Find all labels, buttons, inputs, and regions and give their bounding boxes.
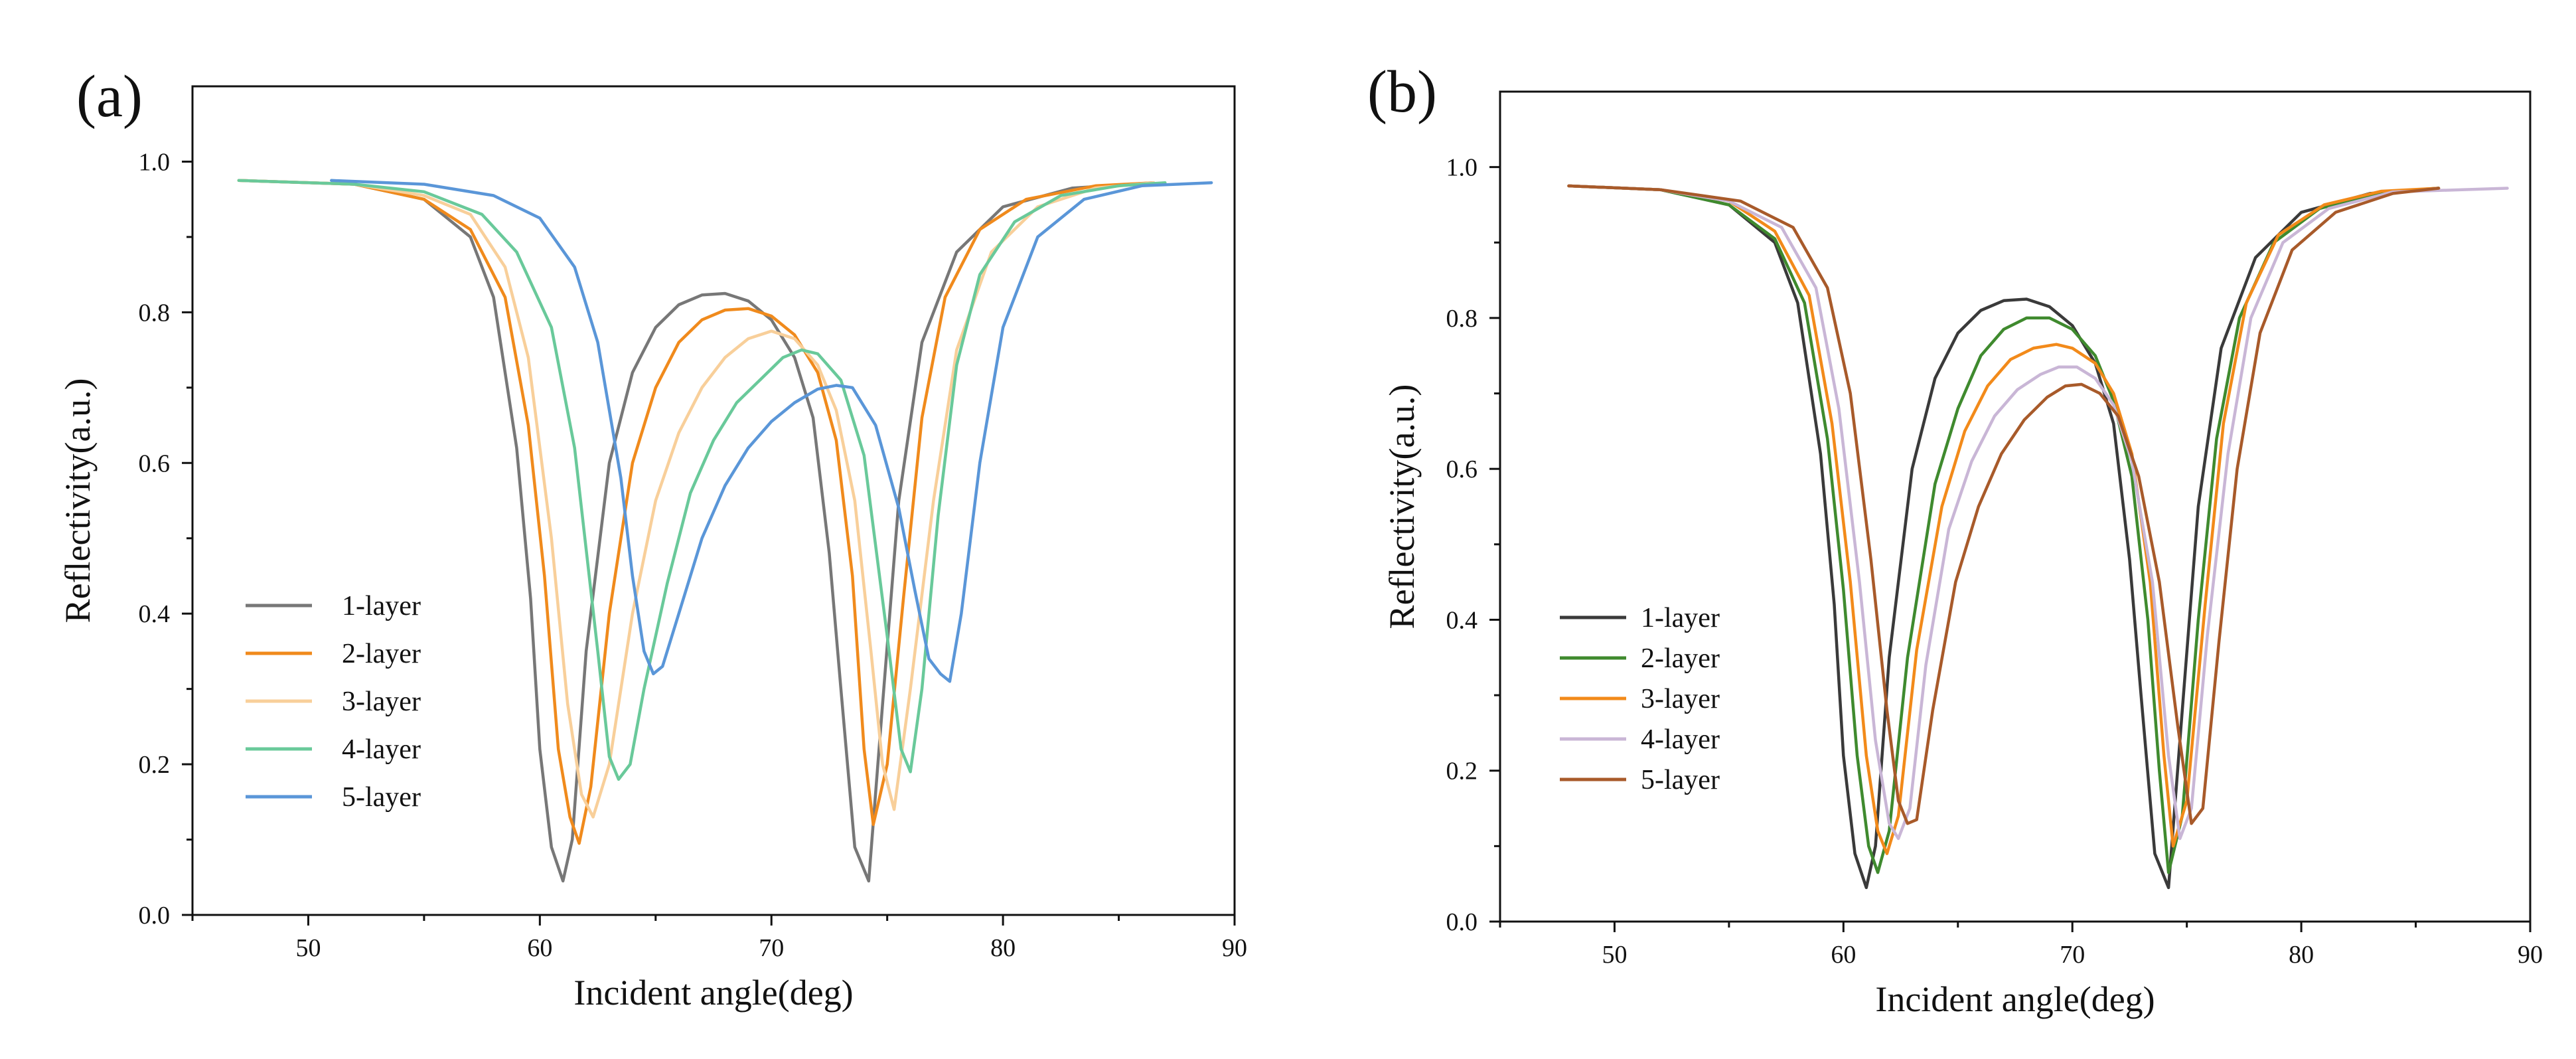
series-line-1-layer <box>1567 184 2441 890</box>
y-tick-label: 0.6 <box>1446 455 1478 483</box>
series-line-3-layer <box>1567 184 2441 855</box>
legend-label: 4-layer <box>1641 724 1720 755</box>
x-axis-title: Incident angle(deg) <box>1875 979 2155 1019</box>
series-line-2-layer <box>1567 184 2441 874</box>
y-tick-label: 0.0 <box>139 902 171 930</box>
x-tick-label: 50 <box>1602 941 1627 969</box>
y-tick-label: 0.2 <box>139 751 171 779</box>
legend: 1-layer 2-layer 3-layer 4-layer 5-layer <box>246 591 421 813</box>
y-tick-label: 0.2 <box>1446 758 1478 785</box>
y-tick-label: 1.0 <box>139 148 171 176</box>
x-tick-label: 60 <box>527 934 552 962</box>
series-group <box>1567 184 2509 890</box>
series-group <box>237 179 1213 883</box>
series-line-4-layer <box>237 179 1167 781</box>
y-tick-label: 0.0 <box>1446 908 1478 936</box>
y-tick-label: 0.8 <box>1446 305 1478 333</box>
x-tick-label: 50 <box>295 934 321 962</box>
y-tick-label: 0.4 <box>1446 606 1478 634</box>
series-line-4-layer <box>1567 184 2509 841</box>
legend-label: 5-layer <box>342 782 421 813</box>
series-line-2-layer <box>237 179 1156 845</box>
y-tick-label: 0.8 <box>139 299 171 327</box>
legend-label: 4-layer <box>342 734 421 765</box>
x-tick-label: 80 <box>2289 941 2314 969</box>
x-tick-label: 70 <box>759 934 784 962</box>
series-line-3-layer <box>237 179 1156 819</box>
panel-label: (b) <box>1367 59 1437 125</box>
x-axis-title: Incident angle(deg) <box>573 973 853 1013</box>
series-line-1-layer <box>237 179 1156 883</box>
x-tick-label: 90 <box>2518 941 2543 969</box>
panel-b: 50 60 70 80 90 0.0 0.2 0.4 0.6 0.8 1.0 Incident ang… <box>1367 59 2543 1019</box>
y-tick-label: 0.6 <box>139 449 171 477</box>
legend-label: 1-layer <box>1641 603 1720 633</box>
legend-label: 2-layer <box>1641 643 1720 674</box>
panel-a: 50 60 70 80 90 0.0 0.2 0.4 0.6 0.8 1.0 Incident ang… <box>58 64 1247 1013</box>
plot-frame <box>191 85 1236 916</box>
panel-label: (a) <box>76 64 143 129</box>
x-tick-label: 70 <box>2060 941 2085 969</box>
y-tick-label: 0.4 <box>139 600 171 628</box>
legend-label: 2-layer <box>342 639 421 669</box>
x-tick-label: 90 <box>1222 934 1247 962</box>
legend: 1-layer 2-layer 3-layer 4-layer 5-layer <box>1560 603 1720 795</box>
legend-label: 1-layer <box>342 591 421 621</box>
legend-label: 5-layer <box>1641 765 1720 795</box>
legend-label: 3-layer <box>1641 684 1720 714</box>
plot-frame <box>1499 90 2532 923</box>
series-line-5-layer <box>330 179 1213 683</box>
x-tick-label: 60 <box>1831 941 1856 969</box>
x-tick-label: 80 <box>990 934 1016 962</box>
y-axis-title: Reflectivity(a.u.) <box>58 378 98 623</box>
legend-label: 3-layer <box>342 687 421 717</box>
y-tick-label: 1.0 <box>1446 154 1478 182</box>
series-line-5-layer <box>1567 184 2441 825</box>
y-axis-title: Reflectivity(a.u.) <box>1382 384 1422 629</box>
